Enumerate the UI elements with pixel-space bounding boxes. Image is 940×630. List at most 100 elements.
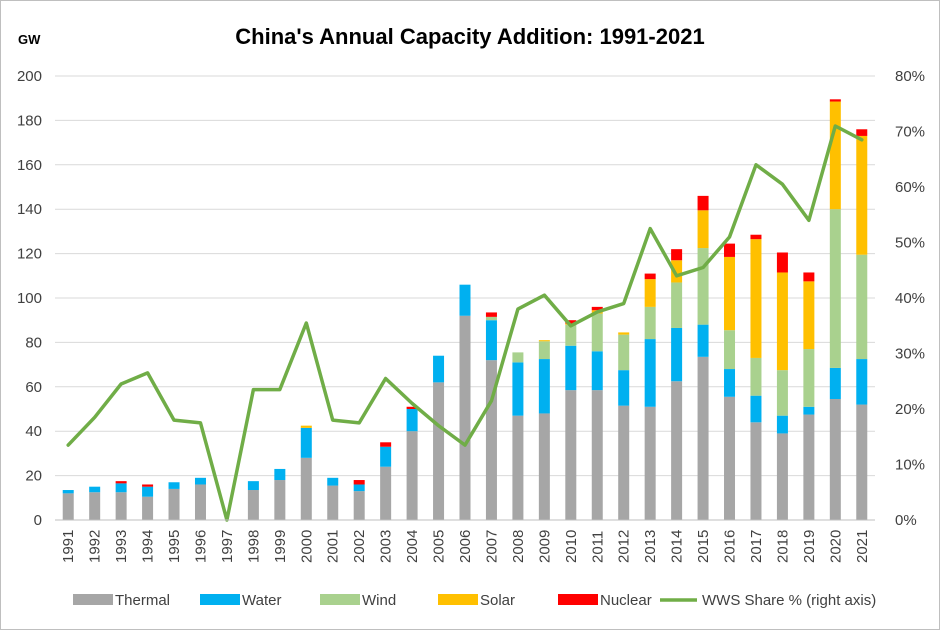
bar-wind-2016	[724, 330, 736, 370]
bar-water-2005	[433, 355, 445, 383]
y-tick-label: 100	[17, 290, 42, 307]
wws-share-line	[66, 124, 864, 522]
legend-swatch-solar	[438, 594, 478, 605]
y-tick-label: 0	[34, 512, 42, 529]
x-tick-label: 1994	[140, 530, 157, 563]
bar-nuclear-2016	[724, 243, 736, 257]
y2-tick-label: 60%	[895, 179, 925, 196]
bar-water-2010	[565, 345, 577, 391]
legend-label-solar: Solar	[480, 592, 515, 609]
y2-tick-label: 0%	[895, 512, 917, 529]
x-tick-label: 1991	[60, 530, 77, 563]
bar-water-2009	[538, 359, 550, 414]
bar-solar-2014	[671, 260, 683, 283]
bar-thermal-2014	[671, 381, 683, 520]
bar-thermal-1995	[168, 488, 180, 520]
y2-tick-label: 40%	[895, 290, 925, 307]
bar-thermal-2012	[618, 405, 630, 520]
bar-water-2008	[512, 362, 524, 416]
bar-thermal-2019	[803, 414, 815, 520]
legend: Thermal Water Wind Solar Nuclear WWS Share % …	[73, 592, 876, 609]
bar-nuclear-1994	[142, 484, 154, 487]
bar-wind-2019	[803, 349, 815, 407]
bar-water-1998	[247, 481, 259, 491]
bar-water-2018	[776, 415, 788, 434]
bar-thermal-2006	[459, 315, 471, 520]
y2-tick-label: 20%	[895, 401, 925, 418]
bar-wind-2017	[750, 357, 762, 396]
legend-swatch-thermal	[73, 594, 113, 605]
bar-water-1995	[168, 482, 180, 489]
bar-nuclear-2007	[485, 312, 497, 317]
x-tick-label: 1997	[219, 530, 236, 563]
bar-thermal-2010	[565, 390, 577, 520]
bar-nuclear-2004	[406, 406, 418, 409]
bar-wind-2007	[485, 316, 497, 321]
bar-water-2006	[459, 284, 471, 316]
y-tick-label: 180	[17, 112, 42, 129]
x-tick-label: 2007	[483, 530, 500, 563]
bar-water-2013	[644, 339, 656, 407]
bar-nuclear-2020	[829, 99, 841, 102]
x-tick-label: 1992	[87, 530, 104, 563]
x-tick-label: 2021	[854, 530, 871, 563]
y-tick-label: 60	[25, 379, 42, 396]
bar-water-1994	[142, 486, 154, 497]
x-tick-label: 2011	[589, 531, 606, 563]
bar-thermal-2015	[697, 356, 709, 520]
y-tick-label: 200	[17, 68, 42, 85]
bar-water-2016	[724, 369, 736, 397]
y-tick-label: 20	[25, 468, 42, 485]
y2-tick-label: 70%	[895, 124, 925, 141]
bar-thermal-2007	[485, 360, 497, 520]
x-tick-label: 2006	[457, 530, 474, 563]
bar-nuclear-2010	[565, 320, 577, 324]
bar-water-1991	[62, 490, 74, 494]
bar-thermal-2000	[300, 457, 312, 520]
y2-tick-label: 50%	[895, 235, 925, 252]
bar-nuclear-2011	[591, 306, 603, 311]
bar-water-1996	[194, 477, 206, 485]
x-tick-label: 2018	[774, 530, 791, 563]
bar-water-2021	[856, 359, 868, 405]
line-layer	[66, 124, 864, 522]
bar-layer	[62, 99, 868, 520]
x-tick-label: 2020	[827, 530, 844, 563]
bar-water-2001	[327, 477, 339, 486]
bar-solar-2013	[644, 279, 656, 307]
x-tick-label: 1996	[192, 530, 209, 563]
bar-thermal-2016	[724, 396, 736, 520]
x-tick-label: 2000	[298, 530, 315, 563]
bar-solar-2016	[724, 256, 736, 331]
bar-solar-2017	[750, 239, 762, 358]
x-tick-label: 2010	[563, 530, 580, 563]
x-tick-label: 2012	[616, 530, 633, 563]
bar-thermal-2021	[856, 404, 868, 520]
x-tick-label: 2005	[431, 530, 448, 563]
bar-nuclear-2003	[380, 442, 392, 447]
x-tick-label: 2017	[748, 530, 765, 563]
bar-nuclear-2015	[697, 195, 709, 211]
bar-wind-2009	[538, 341, 550, 360]
bar-thermal-2005	[433, 382, 445, 520]
x-tick-label: 1999	[272, 530, 289, 563]
bar-solar-2018	[776, 272, 788, 371]
bar-thermal-1998	[247, 490, 259, 520]
x-tick-label: 2013	[642, 530, 659, 563]
y-tick-label: 120	[17, 246, 42, 263]
x-tick-label: 2004	[404, 530, 421, 563]
bar-nuclear-2014	[671, 249, 683, 261]
bar-nuclear-2019	[803, 272, 815, 282]
bar-thermal-1996	[194, 484, 206, 520]
bar-water-1999	[274, 468, 286, 481]
y-tick-label: 140	[17, 201, 42, 218]
bar-water-2002	[353, 484, 365, 492]
bar-thermal-1991	[62, 493, 74, 520]
bar-water-2000	[300, 427, 312, 458]
bar-wind-2008	[512, 352, 524, 363]
legend-label-wws-share: WWS Share % (right axis)	[702, 592, 876, 609]
bar-nuclear-2013	[644, 273, 656, 280]
bar-thermal-2008	[512, 415, 524, 520]
y-axis-label: GW	[18, 32, 41, 47]
bar-thermal-1993	[115, 492, 127, 520]
